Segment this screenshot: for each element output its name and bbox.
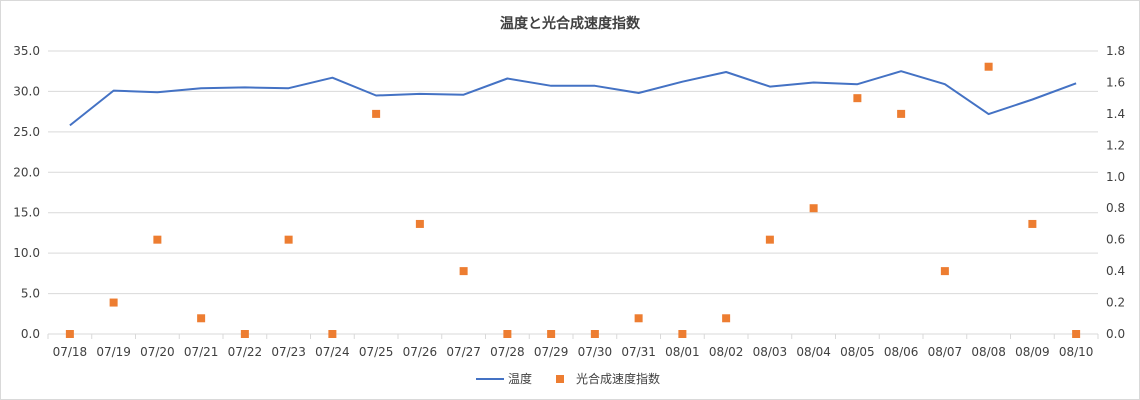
photosynthesis-marker [328, 330, 337, 338]
x-tick-label: 07/30 [578, 345, 613, 359]
photosynthesis-marker [634, 314, 643, 323]
photosynthesis-marker [547, 330, 556, 338]
x-tick-label: 08/04 [796, 345, 831, 359]
legend-label-photosynthesis: 光合成速度指数 [576, 371, 660, 386]
left-axis: 0.0 5.0 10.0 15.0 20.0 25.0 30.0 35.0 [13, 44, 40, 341]
photosynthesis-marker [940, 267, 949, 276]
photosynthesis-marker [153, 235, 162, 244]
x-tick-label: 07/22 [228, 345, 263, 359]
x-tick-label: 07/23 [271, 345, 306, 359]
x-tick-label: 08/07 [928, 345, 963, 359]
left-tick-label: 25.0 [13, 125, 40, 139]
x-tick-label: 07/26 [403, 345, 438, 359]
photosynthesis-marker [65, 330, 74, 338]
series-layer [65, 62, 1081, 338]
left-tick-label: 0.0 [21, 327, 40, 341]
left-tick-label: 35.0 [13, 44, 40, 58]
photosynthesis-marker [809, 204, 818, 213]
photosynthesis-marker [459, 267, 468, 276]
photosynthesis-marker [722, 314, 731, 323]
legend-label-temperature: 温度 [508, 371, 532, 386]
right-tick-label: 1.8 [1106, 44, 1125, 58]
photosynthesis-marker [765, 235, 774, 244]
x-tick-label: 08/08 [971, 345, 1006, 359]
right-tick-label: 0.4 [1106, 264, 1125, 278]
x-tick-label: 08/09 [1015, 345, 1050, 359]
photosynthesis-marker [897, 109, 906, 118]
right-tick-label: 0.8 [1106, 201, 1125, 215]
x-tick-label: 08/02 [709, 345, 744, 359]
photosynthesis-marker [678, 330, 687, 338]
photosynthesis-marker [415, 219, 424, 228]
x-tick-label: 07/19 [96, 345, 131, 359]
left-tick-label: 20.0 [13, 165, 40, 179]
x-tick-label: 07/21 [184, 345, 219, 359]
gridlines [48, 50, 1098, 335]
x-tick-label: 08/05 [840, 345, 875, 359]
photosynthesis-marker [372, 109, 381, 118]
right-tick-label: 0.6 [1106, 233, 1125, 247]
x-tick-label: 08/01 [665, 345, 700, 359]
photosynthesis-marker [197, 314, 206, 323]
photosynthesis-marker [503, 330, 512, 338]
x-tick-label: 07/28 [490, 345, 525, 359]
right-tick-label: 0.2 [1106, 296, 1125, 310]
left-tick-label: 5.0 [21, 287, 40, 301]
x-tick-label: 07/18 [53, 345, 88, 359]
legend: 温度 光合成速度指数 [476, 371, 660, 386]
x-tick-label: 07/24 [315, 345, 350, 359]
left-tick-label: 10.0 [13, 246, 40, 260]
right-tick-label: 0.0 [1106, 327, 1125, 341]
x-tick-label: 07/27 [446, 345, 481, 359]
right-tick-label: 1.0 [1106, 170, 1125, 184]
photosynthesis-marker [590, 330, 599, 338]
photosynthesis-marker [1072, 330, 1081, 338]
left-tick-label: 30.0 [13, 84, 40, 98]
left-tick-label: 15.0 [13, 206, 40, 220]
temperature-line [69, 70, 1077, 127]
photosynthesis-marker [240, 330, 249, 338]
x-tick-label: 08/06 [884, 345, 919, 359]
legend-marker-swatch [556, 375, 564, 383]
x-tick-label: 07/25 [359, 345, 394, 359]
right-tick-label: 1.6 [1106, 75, 1125, 89]
photosynthesis-marker [109, 298, 118, 307]
x-tick-label: 07/29 [534, 345, 569, 359]
right-axis: 0.0 0.2 0.4 0.6 0.8 1.0 1.2 1.4 1.6 1.8 [1106, 44, 1125, 341]
right-tick-label: 1.2 [1106, 138, 1125, 152]
x-tick-label: 07/31 [621, 345, 656, 359]
chart-title: 温度と光合成速度指数 [500, 15, 641, 32]
photosynthesis-marker [284, 235, 293, 244]
photosynthesis-marker [1028, 219, 1037, 228]
photosynthesis-marker [853, 94, 862, 103]
x-axis: 07/18 07/19 07/20 07/21 07/22 07/23 07/24 07/25… [47, 334, 1099, 359]
x-tick-label: 08/10 [1059, 345, 1094, 359]
right-tick-label: 1.4 [1106, 107, 1125, 121]
photosynthesis-marker [984, 62, 993, 71]
x-tick-label: 07/20 [140, 345, 175, 359]
x-tick-label: 08/03 [753, 345, 788, 359]
